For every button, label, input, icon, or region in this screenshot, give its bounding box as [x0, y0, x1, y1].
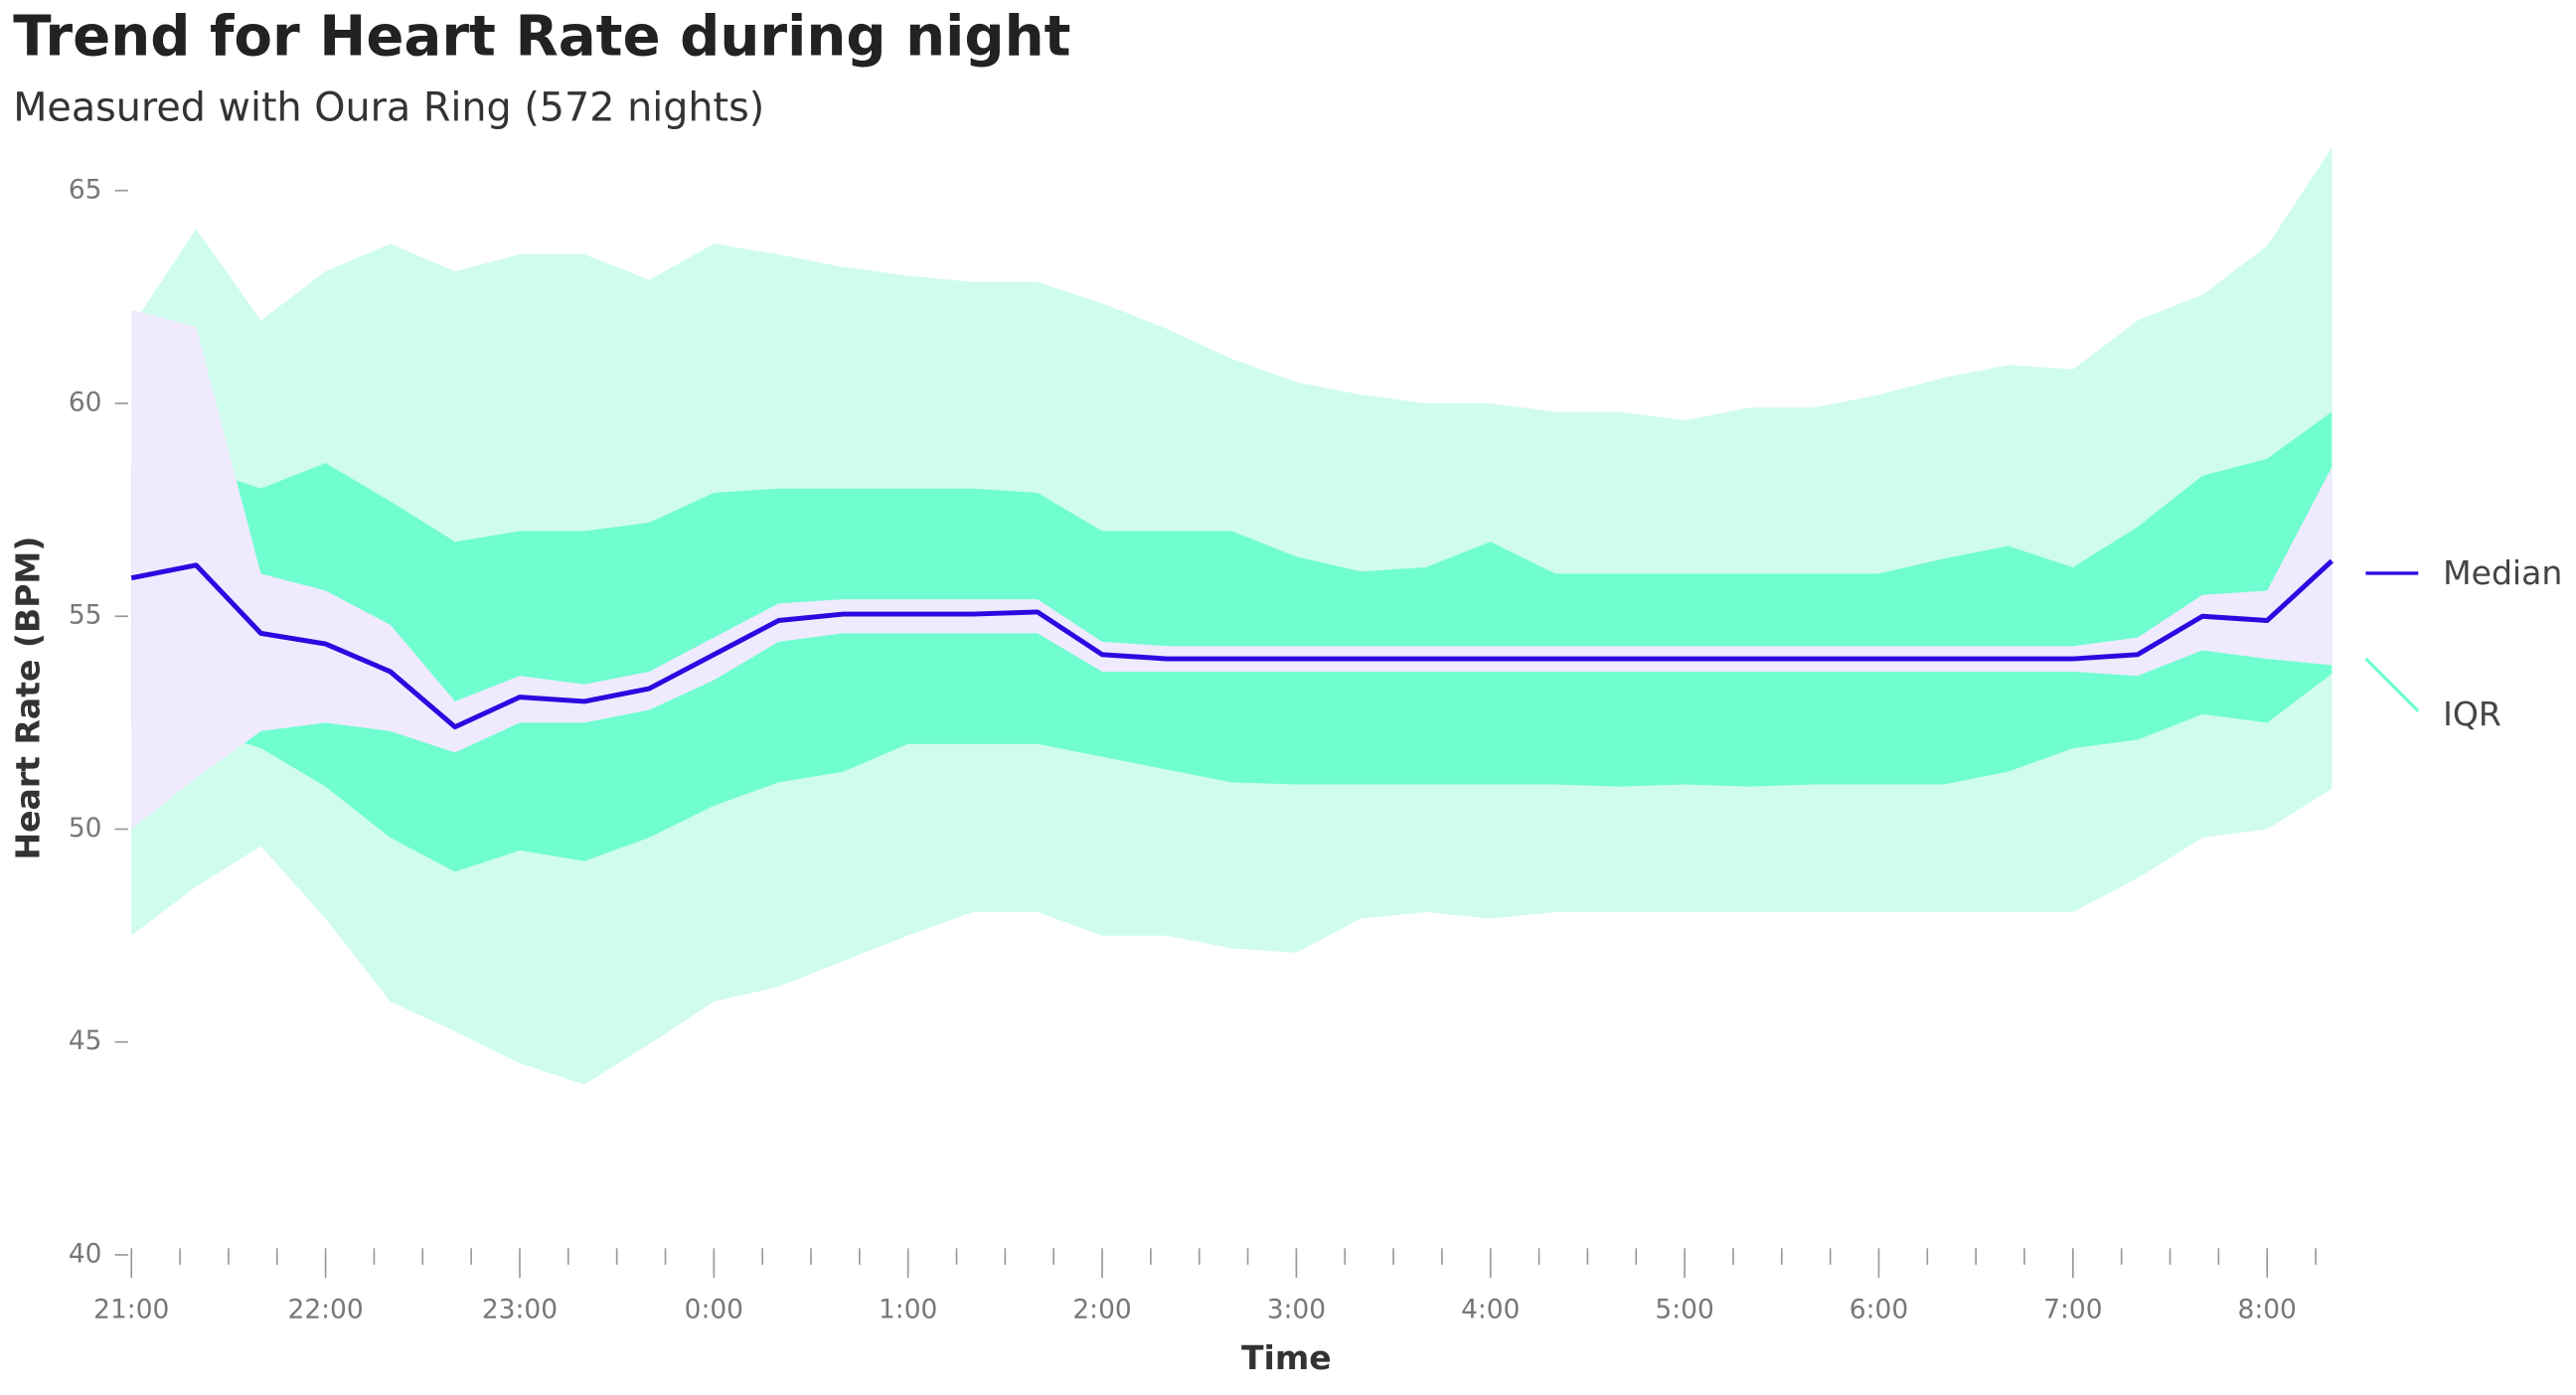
x-tick-label: 5:00	[1655, 1295, 1713, 1325]
x-tick-label: 8:00	[2238, 1295, 2297, 1325]
x-tick-label: 0:00	[685, 1295, 743, 1325]
x-tick-label: 3:00	[1267, 1295, 1326, 1325]
x-tick-label: 21:00	[93, 1295, 169, 1325]
chart-subtitle: Measured with Oura Ring (572 nights)	[13, 84, 764, 130]
legend-label: IQR	[2443, 695, 2501, 733]
y-tick-label: 50	[69, 813, 102, 844]
x-tick-label: 23:00	[482, 1295, 558, 1325]
legend-label: Median	[2443, 553, 2562, 592]
x-tick-label: 6:00	[1850, 1295, 1908, 1325]
x-tick-label: 4:00	[1461, 1295, 1520, 1325]
x-tick-label: 1:00	[879, 1295, 937, 1325]
y-axis-title: Heart Rate (BPM)	[8, 537, 47, 860]
legend-symbol	[2364, 657, 2420, 712]
y-tick-label: 40	[69, 1238, 102, 1269]
x-axis-title: Time	[1241, 1338, 1332, 1377]
median-line	[130, 558, 2334, 730]
y-tick-label: 60	[69, 387, 102, 417]
chart-title: Trend for Heart Rate during night	[13, 4, 1070, 69]
x-tick-label: 2:00	[1072, 1295, 1131, 1325]
y-tick-label: 55	[69, 600, 102, 631]
x-tick-label: 22:00	[288, 1295, 364, 1325]
y-tick-label: 65	[69, 174, 102, 205]
x-tick-label: 7:00	[2043, 1295, 2102, 1325]
iqr-band	[131, 411, 2333, 872]
y-tick-label: 45	[69, 1025, 102, 1056]
